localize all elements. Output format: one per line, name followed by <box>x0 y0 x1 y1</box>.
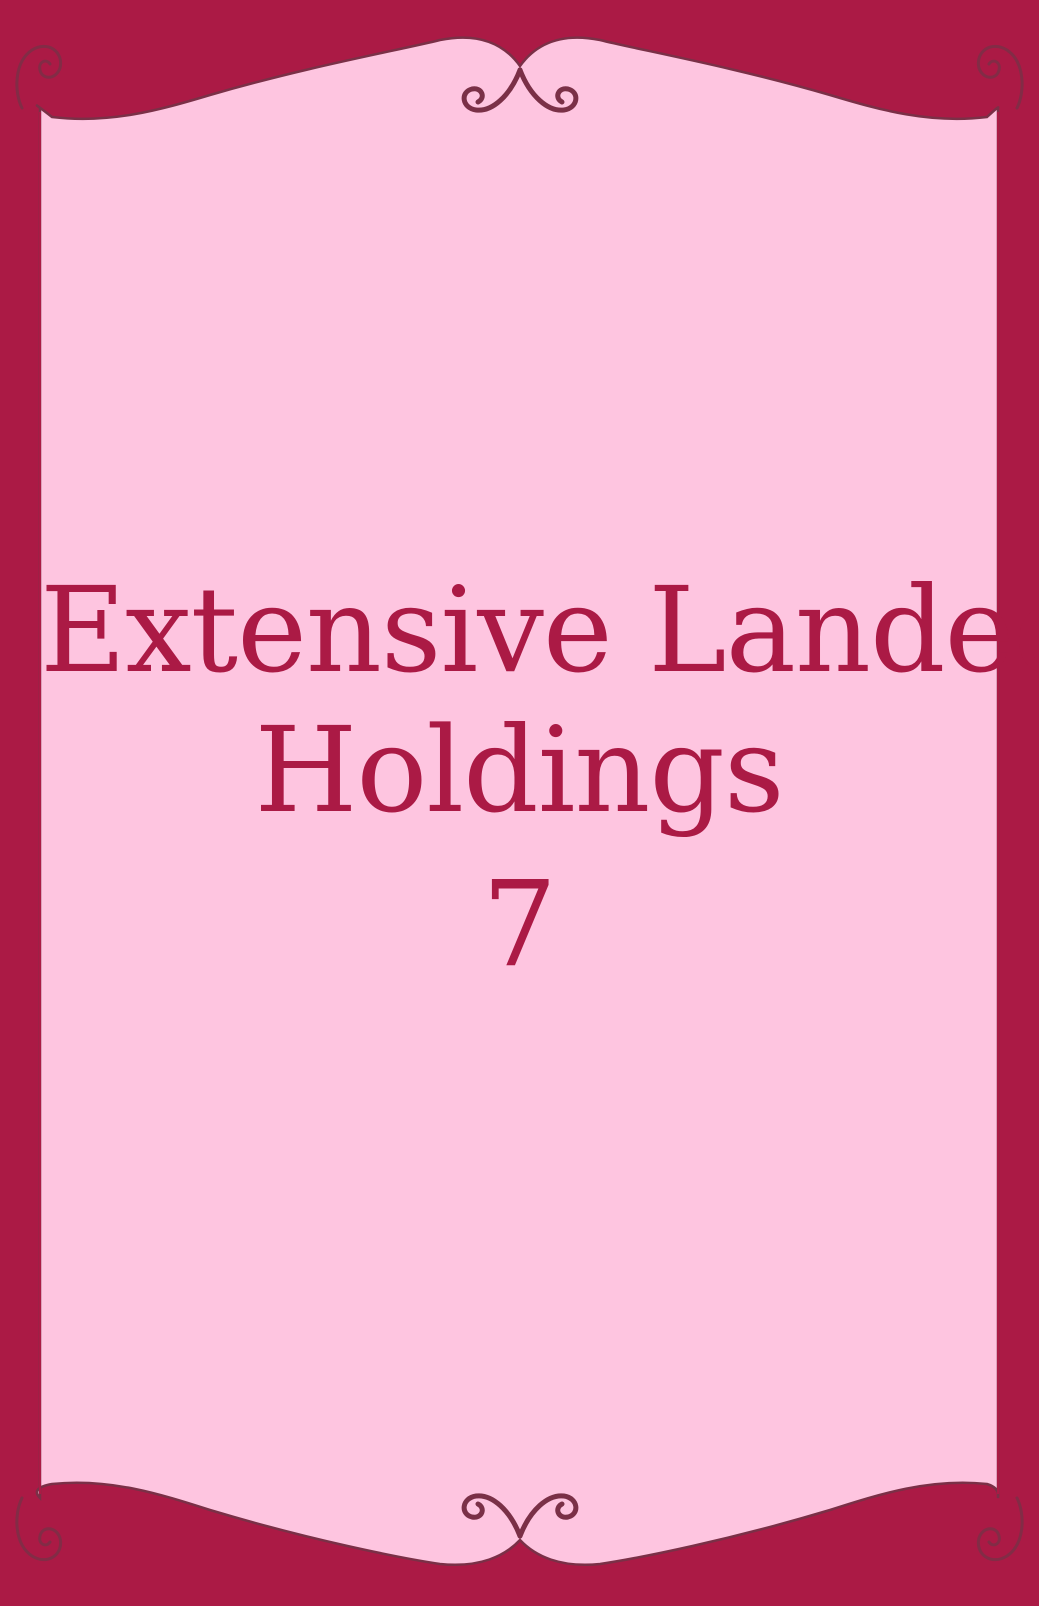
corner-spiral-bottom-right-icon <box>976 1496 1024 1562</box>
corner-spiral-bottom-left-icon <box>15 1496 63 1562</box>
corner-spiral-top-left-icon <box>15 44 63 110</box>
card-title-line-2: Holdings <box>254 701 784 839</box>
card-title-block: Extensive Landed Holdings 7 <box>40 560 1039 997</box>
card-title-line-1: Extensive Landed <box>40 561 1039 699</box>
inner-panel <box>35 36 1000 1566</box>
corner-spiral-top-right-icon <box>976 44 1024 110</box>
card-number: 7 <box>481 855 557 993</box>
top-scroll-ornament-icon <box>461 67 579 113</box>
bottom-scroll-ornament-icon <box>461 1493 579 1539</box>
